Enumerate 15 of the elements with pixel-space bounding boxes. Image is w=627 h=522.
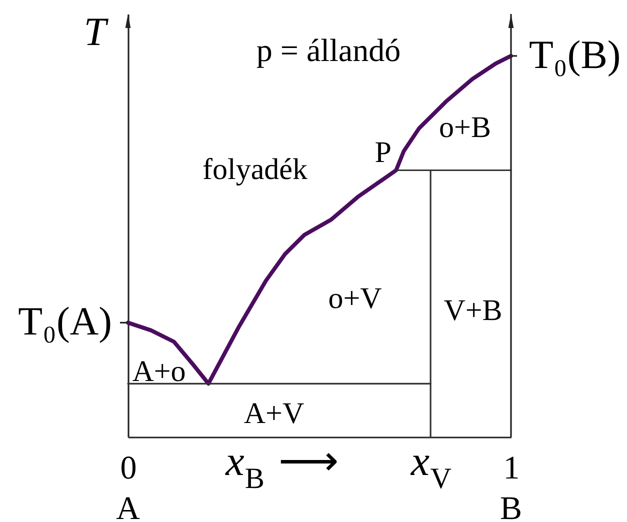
x-tick-label: 0 <box>120 450 137 486</box>
annotation: folyadék <box>202 153 308 186</box>
annotation: T₀(A) <box>18 298 112 344</box>
annotation: o+B <box>439 111 491 144</box>
annotation: V+B <box>444 294 502 327</box>
annotation: o+V <box>328 282 382 315</box>
annotation: P <box>374 136 392 170</box>
x-tick-label: 1 <box>503 450 520 486</box>
annotation: T₀(B) <box>529 32 621 77</box>
y-axis-title: T <box>84 9 109 54</box>
annotation: A+o <box>132 355 186 388</box>
annotation: A+V <box>244 397 304 430</box>
chart-title: p = állandó <box>256 32 401 68</box>
text: A <box>116 491 140 522</box>
text: B <box>500 491 522 522</box>
